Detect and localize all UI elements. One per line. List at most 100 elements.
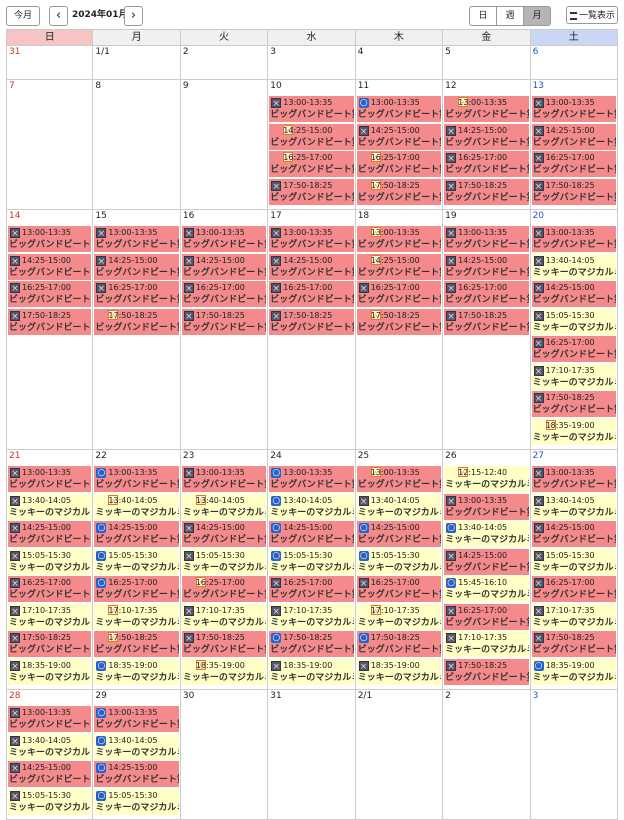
event[interactable]: × 17:50-18:25 ビッグバンドビート第: [269, 308, 354, 335]
event[interactable]: × 13:00-13:35 ビッグバンドビート第: [531, 466, 616, 492]
event[interactable]: ○ 14:25-15:00 ビッグバンドビート第: [94, 761, 179, 787]
event[interactable]: △ 16:25-17:00 ビッグバンドビート第: [181, 576, 267, 602]
event[interactable]: ○ 13:40-14:05 ミッキーのマジカルミ: [444, 521, 529, 547]
event[interactable]: △ 14:25-15:00 ビッグバンドビート第: [269, 123, 354, 150]
event[interactable]: ○ 15:05-15:30 ミッキーのマジカルミ: [94, 548, 179, 575]
event[interactable]: × 13:00-13:35 ビッグバンドビート第: [531, 96, 616, 122]
event[interactable]: × 16:25-17:00 ビッグバンドビート第: [444, 603, 529, 630]
event[interactable]: × 17:50-18:25 ビッグバンドビート第: [531, 391, 616, 417]
event[interactable]: × 18:35-19:00 ミッキーのマジカルミ: [356, 658, 442, 685]
event[interactable]: △ 17:50-18:25 ビッグバンドビート第: [94, 308, 179, 335]
event[interactable]: × 17:50-18:25 ビッグバンドビート第: [181, 631, 267, 657]
event[interactable]: × 16:25-17:00 ビッグバンドビート第: [531, 151, 616, 177]
event[interactable]: × 15:05-15:30 ミッキーのマジカルミ: [531, 548, 616, 575]
event[interactable]: × 16:25-17:00 ビッグバンドビート第: [356, 281, 442, 307]
event[interactable]: × 13:00-13:35 ビッグバンドビート第: [8, 226, 92, 252]
event[interactable]: △ 18:35-19:00 ミッキーのマジカルミ: [531, 418, 616, 445]
event[interactable]: × 16:25-17:00 ビッグバンドビート第: [8, 281, 92, 307]
event[interactable]: × 13:40-14:05 ミッキーのマジカルミ: [531, 253, 616, 280]
event[interactable]: × 16:25-17:00 ビッグバンドビート第: [444, 281, 529, 307]
event[interactable]: ○ 13:00-13:35 ビッグバンドビート第: [269, 466, 354, 492]
event[interactable]: × 16:25-17:00 ビッグバンドビート第: [269, 576, 354, 602]
event[interactable]: × 13:00-13:35 ビッグバンドビート第: [8, 706, 92, 732]
event[interactable]: × 14:25-15:00 ビッグバンドビート第: [8, 521, 92, 547]
event[interactable]: △ 13:00-13:35 ビッグバンドビート第: [444, 96, 529, 122]
view-button[interactable]: 月: [524, 7, 550, 25]
event[interactable]: × 16:25-17:00 ビッグバンドビート第: [269, 281, 354, 307]
list-button[interactable]: 一覧表示: [566, 6, 618, 24]
event[interactable]: △ 13:00-13:35 ビッグバンドビート第: [356, 466, 442, 492]
event[interactable]: × 14:25-15:00 ビッグバンドビート第: [356, 123, 442, 150]
event[interactable]: × 17:50-18:25 ビッグバンドビート第: [444, 178, 529, 205]
event[interactable]: ○ 17:50-18:25 ビッグバンドビート第: [356, 631, 442, 657]
event[interactable]: ○ 14:25-15:00 ビッグバンドビート第: [94, 521, 179, 547]
event[interactable]: × 14:25-15:00 ビッグバンドビート第: [531, 521, 616, 547]
event[interactable]: △ 13:40-14:05 ミッキーのマジカルミ: [181, 493, 267, 520]
event[interactable]: × 14:25-15:00 ビッグバンドビート第: [94, 253, 179, 280]
event[interactable]: △ 17:50-18:25 ビッグバンドビート第: [94, 631, 179, 657]
event[interactable]: ○ 13:40-14:05 ミッキーのマジカルミ: [269, 493, 354, 520]
event[interactable]: × 17:10-17:35 ミッキーのマジカルミ: [8, 603, 92, 630]
event[interactable]: × 18:35-19:00 ミッキーのマジカルミ: [269, 658, 354, 685]
event[interactable]: × 14:25-15:00 ビッグバンドビート第: [531, 123, 616, 150]
event[interactable]: △ 17:50-18:25 ビッグバンドビート第: [356, 308, 442, 335]
event[interactable]: × 17:10-17:35 ミッキーのマジカルミ: [531, 363, 616, 390]
event[interactable]: × 17:50-18:25 ビッグバンドビート第: [8, 631, 92, 657]
event[interactable]: △ 17:50-18:25 ビッグバンドビート第: [356, 178, 442, 205]
event[interactable]: × 17:50-18:25 ビッグバンドビート第: [444, 308, 529, 335]
event[interactable]: × 14:25-15:00 ビッグバンドビート第: [181, 521, 267, 547]
event[interactable]: △ 13:40-14:05 ミッキーのマジカルミ: [94, 493, 179, 520]
event[interactable]: ○ 13:00-13:35 ビッグバンドビート第: [356, 96, 442, 122]
event[interactable]: ○ 15:05-15:30 ミッキーのマジカルミ: [269, 548, 354, 575]
event[interactable]: ○ 14:25-15:00 ビッグバンドビート第: [269, 521, 354, 547]
event[interactable]: × 13:00-13:35 ビッグバンドビート第: [94, 226, 179, 252]
event[interactable]: × 15:05-15:30 ミッキーのマジカルミ: [181, 548, 267, 575]
event[interactable]: △ 17:10-17:35 ミッキーのマジカルミ: [94, 603, 179, 630]
event[interactable]: × 14:25-15:00 ビッグバンドビート第: [181, 253, 267, 280]
event[interactable]: ○ 13:00-13:35 ビッグバンドビート第: [94, 466, 179, 492]
event[interactable]: ○ 18:35-19:00 ミッキーのマジカルミ: [94, 658, 179, 685]
event[interactable]: × 13:40-14:05 ミッキーのマジカルミ: [8, 733, 92, 760]
event[interactable]: △ 16:25-17:00 ビッグバンドビート第: [356, 151, 442, 177]
event[interactable]: × 17:50-18:25 ビッグバンドビート第: [8, 308, 92, 335]
event[interactable]: × 17:10-17:35 ミッキーのマジカルミ: [444, 631, 529, 657]
event[interactable]: △ 12:15-12:40 ミッキーのマジカルミ: [444, 466, 529, 492]
event[interactable]: × 17:50-18:25 ビッグバンドビート第: [269, 178, 354, 205]
event[interactable]: × 15:05-15:30 ミッキーのマジカルミ: [8, 788, 92, 815]
event[interactable]: △ 14:25-15:00 ビッグバンドビート第: [356, 253, 442, 280]
event[interactable]: × 16:25-17:00 ビッグバンドビート第: [94, 281, 179, 307]
event[interactable]: ○ 16:25-17:00 ビッグバンドビート第: [94, 576, 179, 602]
event[interactable]: ○ 15:45-16:10 ミッキーのマジカルミ: [444, 576, 529, 602]
event[interactable]: ○ 18:35-19:00 ミッキーのマジカルミ: [531, 658, 616, 685]
event[interactable]: × 13:00-13:35 ビッグバンドビート第: [181, 466, 267, 492]
event[interactable]: × 14:25-15:00 ビッグバンドビート第: [8, 761, 92, 787]
event[interactable]: × 17:50-18:25 ビッグバンドビート第: [181, 308, 267, 335]
view-button[interactable]: 週: [497, 7, 524, 25]
event[interactable]: ○ 13:00-13:35 ビッグバンドビート第: [94, 706, 179, 732]
event[interactable]: × 13:00-13:35 ビッグバンドビート第: [8, 466, 92, 492]
today-button[interactable]: 今月: [6, 6, 40, 26]
event[interactable]: × 14:25-15:00 ビッグバンドビート第: [444, 548, 529, 575]
view-button[interactable]: 日: [470, 7, 497, 25]
event[interactable]: × 16:25-17:00 ビッグバンドビート第: [531, 576, 616, 602]
event[interactable]: × 14:25-15:00 ビッグバンドビート第: [8, 253, 92, 280]
event[interactable]: × 14:25-15:00 ビッグバンドビート第: [444, 253, 529, 280]
event[interactable]: △ 16:25-17:00 ビッグバンドビート第: [269, 151, 354, 177]
prev-button[interactable]: ‹: [49, 6, 68, 26]
event[interactable]: ○ 15:05-15:30 ミッキーのマジカルミ: [94, 788, 179, 815]
event[interactable]: × 13:40-14:05 ミッキーのマジカルミ: [356, 493, 442, 520]
event[interactable]: × 17:10-17:35 ミッキーのマジカルミ: [531, 603, 616, 630]
event[interactable]: △ 13:00-13:35 ビッグバンドビート第: [356, 226, 442, 252]
event[interactable]: △ 18:35-19:00 ミッキーのマジカルミ: [181, 658, 267, 685]
event[interactable]: × 13:00-13:35 ビッグバンドビート第: [444, 493, 529, 520]
event[interactable]: × 15:05-15:30 ミッキーのマジカルミ: [8, 548, 92, 575]
event[interactable]: ○ 17:50-18:25 ビッグバンドビート第: [269, 631, 354, 657]
event[interactable]: × 17:50-18:25 ビッグバンドビート第: [444, 658, 529, 685]
event[interactable]: × 17:50-18:25 ビッグバンドビート第: [531, 178, 616, 205]
event[interactable]: × 16:25-17:00 ビッグバンドビート第: [8, 576, 92, 602]
event[interactable]: × 14:25-15:00 ビッグバンドビート第: [444, 123, 529, 150]
event[interactable]: × 13:40-14:05 ミッキーのマジカルミ: [8, 493, 92, 520]
event[interactable]: × 13:00-13:35 ビッグバンドビート第: [444, 226, 529, 252]
event[interactable]: × 18:35-19:00 ミッキーのマジカルミ: [8, 658, 92, 685]
event[interactable]: × 16:25-17:00 ビッグバンドビート第: [181, 281, 267, 307]
